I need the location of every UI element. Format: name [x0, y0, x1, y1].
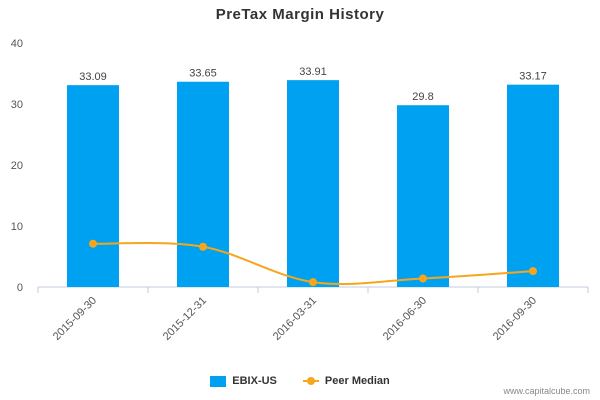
y-tick-label: 0 — [17, 282, 23, 294]
peer-median-point — [529, 267, 537, 276]
legend-item-line[interactable]: Peer Median — [302, 375, 390, 387]
x-tick-label: 2016-06-30 — [381, 295, 429, 343]
bar — [67, 85, 119, 287]
peer-median-point — [309, 278, 317, 287]
peer-median-point — [199, 242, 207, 251]
legend-item-bars[interactable]: EBIX-US — [210, 375, 277, 387]
legend-line-swatch — [302, 376, 319, 387]
peer-median-point — [89, 239, 97, 248]
x-tick-label: 2015-09-30 — [51, 295, 99, 343]
legend-bar-swatch — [210, 375, 227, 387]
legend-bar-label: EBIX-US — [232, 375, 277, 387]
bar — [287, 80, 339, 287]
peer-median-point — [419, 274, 427, 283]
bar-value-label: 33.91 — [299, 66, 327, 78]
bar — [507, 84, 559, 288]
y-tick-label: 10 — [11, 221, 23, 233]
bar — [177, 81, 229, 287]
bar-value-label: 33.65 — [189, 68, 217, 80]
bar-value-label: 33.09 — [79, 71, 107, 83]
bar — [397, 105, 449, 287]
y-tick-label: 40 — [11, 38, 23, 50]
legend: EBIX-US Peer Median — [0, 373, 600, 389]
x-tick-label: 2015-12-31 — [161, 295, 209, 343]
x-tick-label: 2016-03-31 — [271, 295, 319, 343]
y-tick-label: 30 — [11, 99, 23, 111]
y-tick-label: 20 — [11, 160, 23, 172]
x-tick-label: 2016-09-30 — [491, 295, 539, 343]
bar-value-label: 29.8 — [412, 91, 433, 103]
source-credit[interactable]: www.capitalcube.com — [503, 386, 590, 396]
chart-title: PreTax Margin History — [215, 6, 385, 23]
bar-value-label: 33.17 — [519, 71, 547, 83]
legend-line-label: Peer Median — [324, 375, 390, 387]
